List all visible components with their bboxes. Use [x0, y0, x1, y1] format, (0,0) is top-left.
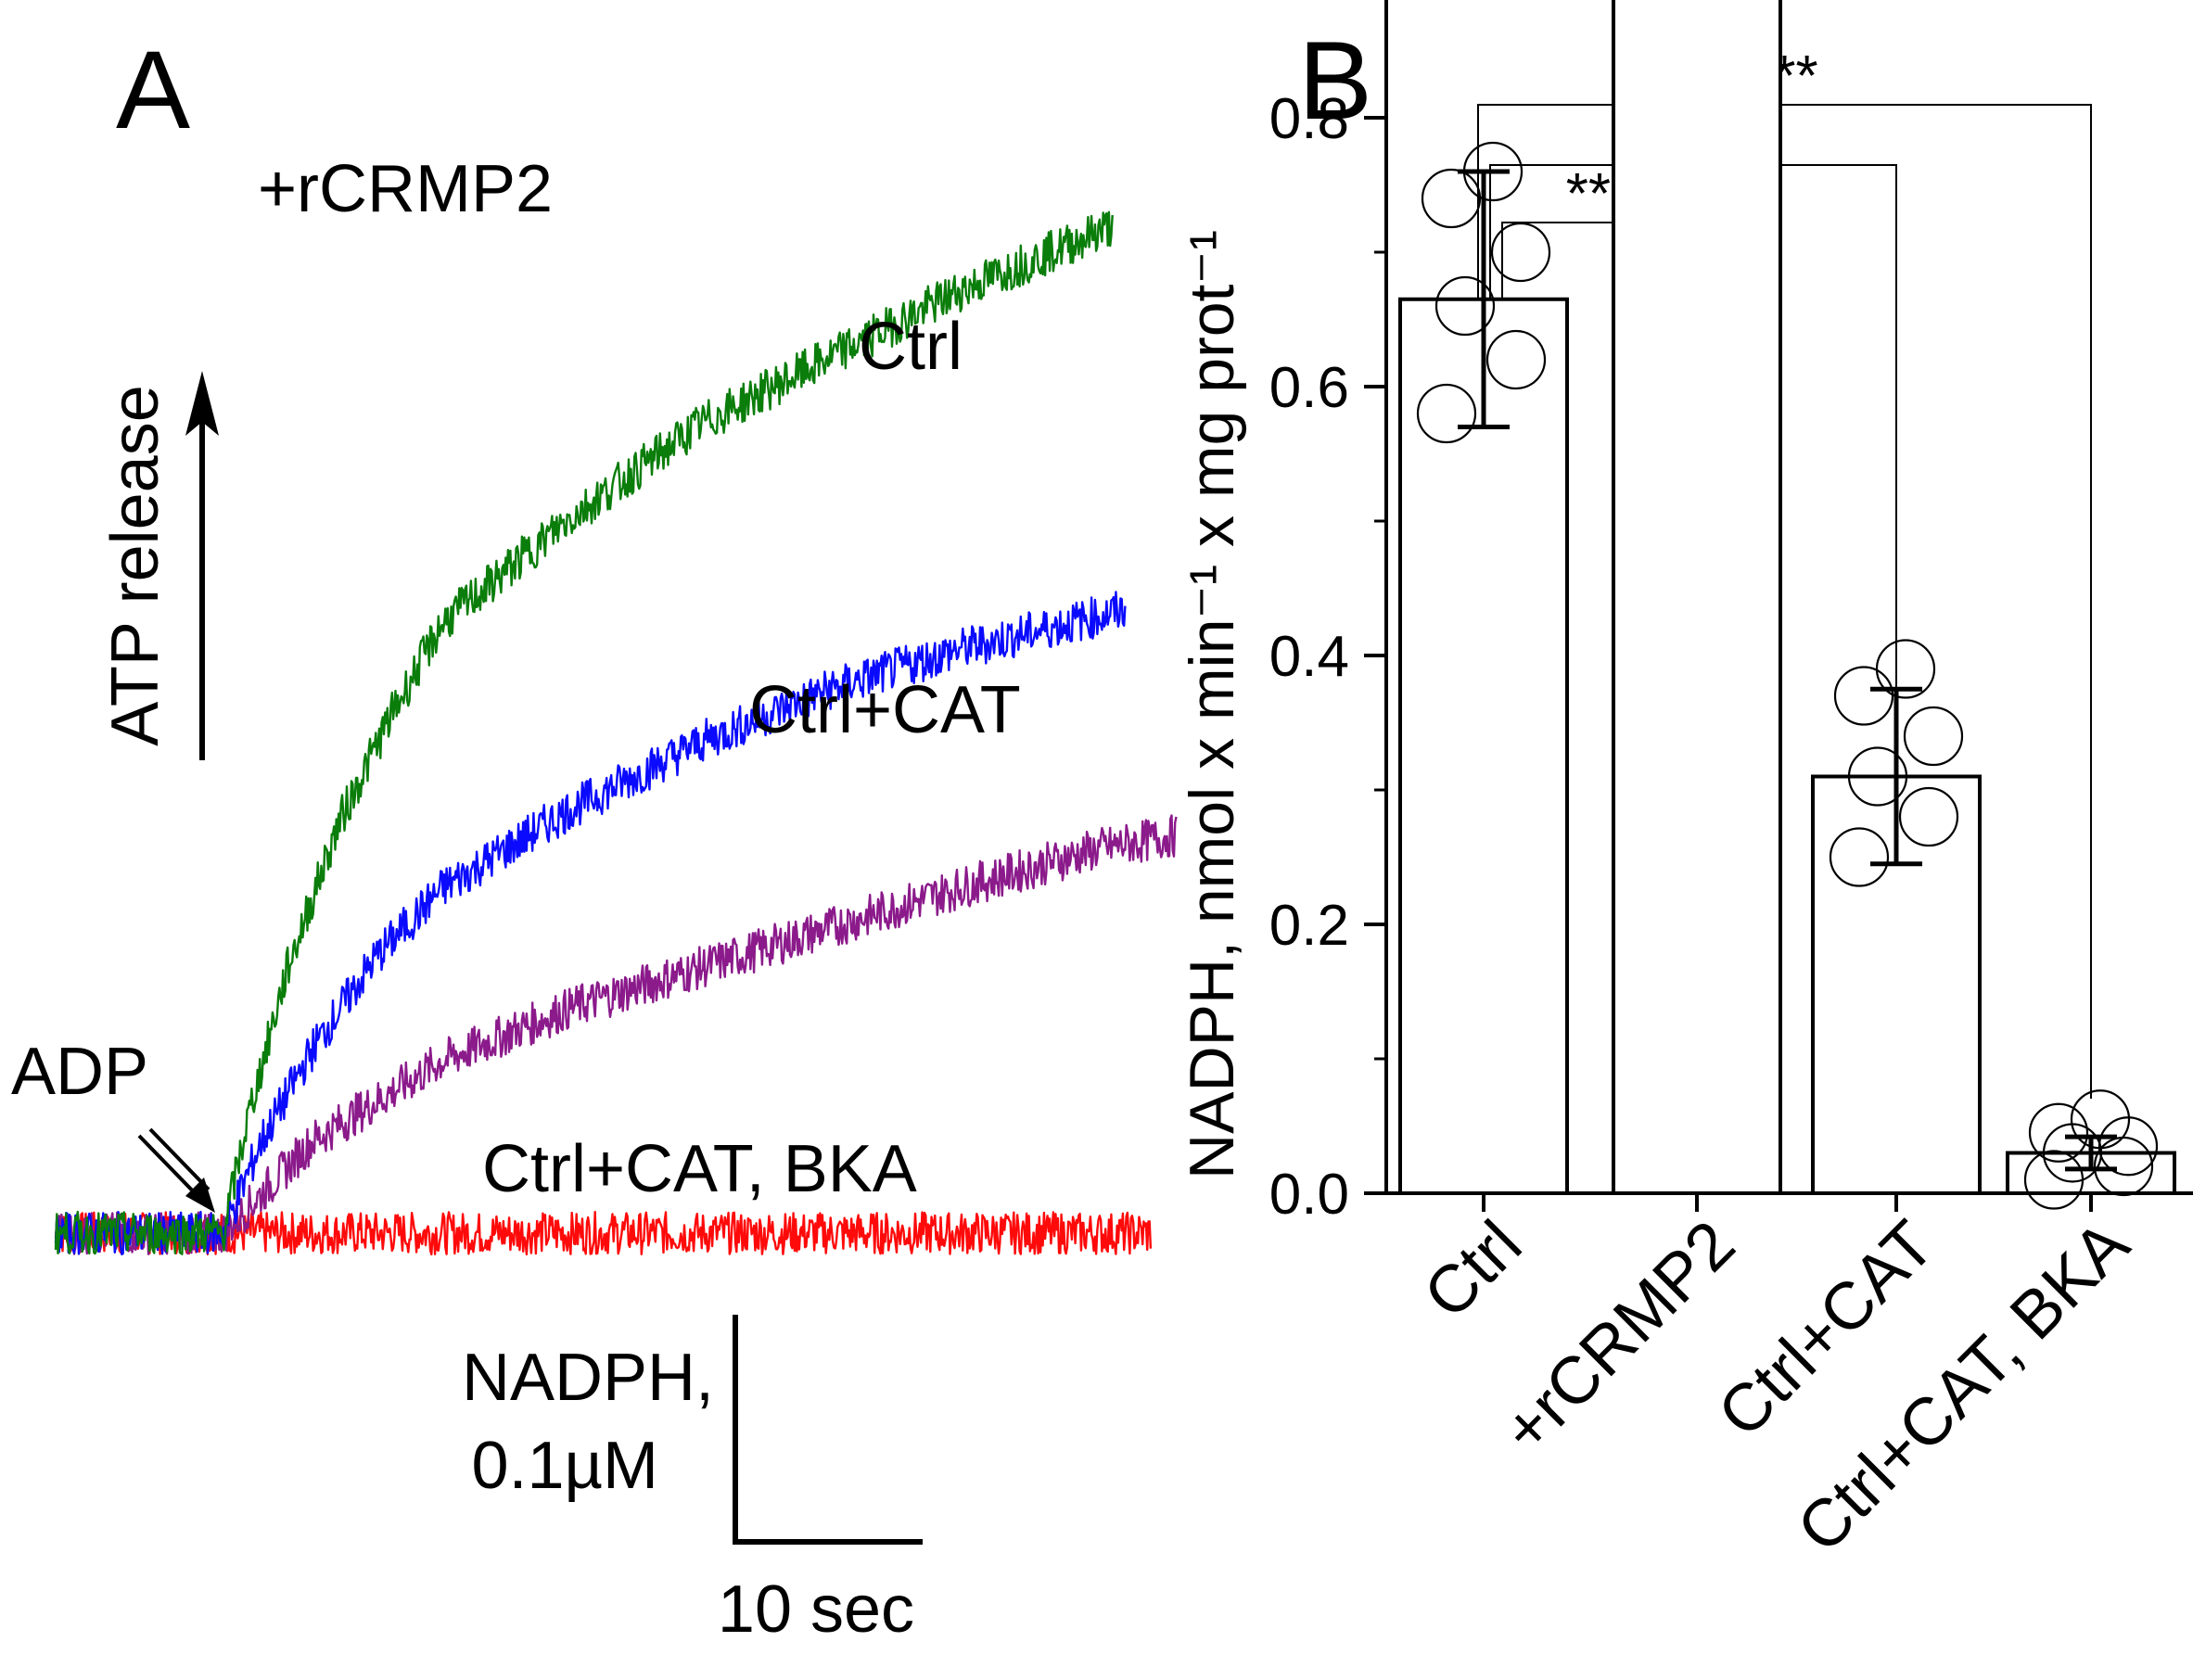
- x-tick-label-ctrl-cat-bka: Ctrl+CAT, BKA: [1783, 1207, 2143, 1567]
- kinetic-traces: [54, 210, 1178, 1256]
- trace-label-ctrl-cat: Ctrl+CAT: [749, 673, 1021, 747]
- y-tick-label: 0.8: [1269, 87, 1349, 151]
- y-tick-label: 0.2: [1269, 894, 1349, 958]
- data-point-ctrl-cat: [1833, 666, 1894, 726]
- adp-arrow-head: [185, 1177, 215, 1213]
- data-point-ctrl-cat: [1875, 639, 1936, 699]
- trace--rcrmp2: [54, 210, 1114, 1255]
- data-point-ctrl-cat: [1903, 706, 1964, 767]
- adp-arrow-line-2: [148, 1127, 210, 1191]
- trace-label--rcrmp2: +rCRMP2: [258, 152, 553, 226]
- trace-ctrl: [54, 591, 1127, 1255]
- trace-label-ctrl: Ctrl: [859, 310, 963, 384]
- data-point-ctrl-cat: [1847, 746, 1908, 807]
- atp-release-arrow-head: [185, 371, 219, 436]
- trace-ctrl-cat: [54, 814, 1178, 1255]
- bars: [1398, 0, 2176, 1210]
- adp-label: ADP: [11, 1035, 148, 1109]
- scale-bar: [733, 1315, 923, 1545]
- data-point-ctrl: [1421, 168, 1482, 229]
- data-point-ctrl-cat-bka: [2028, 1102, 2089, 1163]
- panel-a: A ATP release +rCRMP2 Ctrl Ctrl+CAT Ctrl+CA…: [11, 28, 1178, 1647]
- trace-labels: +rCRMP2 Ctrl Ctrl+CAT Ctrl+CAT, BKA: [258, 152, 1021, 1206]
- scale-bar-x-label: 10 sec: [718, 1572, 914, 1647]
- atp-release-label: ATP release: [98, 385, 172, 746]
- data-point-ctrl: [1462, 141, 1524, 202]
- data-point-ctrl-cat: [1898, 786, 1959, 847]
- panel-b-y-axis-label: NADPH, nmol x min⁻¹ x mg prot⁻¹: [1177, 230, 1247, 1179]
- y-tick-label: 0.0: [1269, 1163, 1349, 1227]
- scale-bar-y-label-line1: NADPH,: [462, 1341, 714, 1415]
- data-point-ctrl: [1416, 383, 1477, 444]
- panel-b-label: B: [1298, 19, 1372, 143]
- bar--rcrmp2: [1612, 0, 1782, 1195]
- data-point-ctrl: [1485, 329, 1547, 390]
- panel-b: B ******* 0.00.20.40.60.81.01.21.4Ctrl+r…: [1177, 0, 2193, 1567]
- bar-ctrl: [1398, 297, 1569, 1195]
- data-point-ctrl: [1434, 275, 1496, 337]
- trace-label-ctrl-cat-bka: Ctrl+CAT, BKA: [482, 1132, 917, 1206]
- data-point-ctrl-cat-bka: [2070, 1089, 2131, 1150]
- data-point-ctrl: [1490, 222, 1551, 283]
- trace-ctrl-cat-bka: [54, 1211, 1153, 1256]
- data-point-ctrl-cat: [1829, 827, 1890, 887]
- x-tick-label--rcrmp2: +rCRMP2: [1488, 1207, 1749, 1468]
- significance-bracket: [1477, 104, 2092, 1154]
- scale-bar-y-label-line2: 0.1µM: [471, 1429, 658, 1503]
- panel-a-label: A: [116, 28, 190, 152]
- x-tick-label-ctrl: Ctrl: [1410, 1207, 1536, 1333]
- significance-brackets: *******: [1477, 45, 2092, 1154]
- y-tick-label: 0.6: [1269, 356, 1349, 420]
- y-tick-label: 0.4: [1269, 625, 1349, 689]
